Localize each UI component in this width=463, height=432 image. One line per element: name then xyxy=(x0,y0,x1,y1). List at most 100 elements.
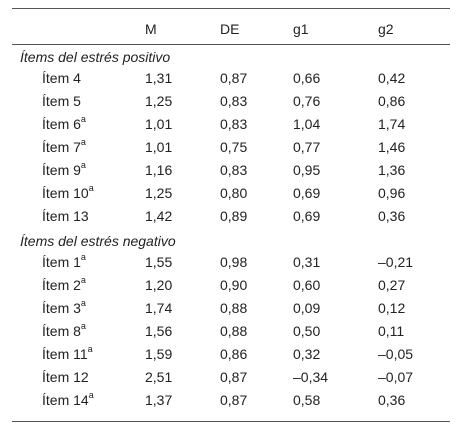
item-name: Ítem 5 xyxy=(42,93,81,109)
header-rule xyxy=(12,44,450,45)
footnote-mark: a xyxy=(80,252,86,263)
cell-value: –0,21 xyxy=(378,254,414,270)
cell-value: 0,36 xyxy=(378,208,406,224)
cell-value: 0,77 xyxy=(293,139,321,155)
item-label: Ítem 5 xyxy=(42,93,81,109)
item-name: Ítem 12 xyxy=(42,369,89,385)
cell-value: 1,25 xyxy=(145,93,173,109)
cell-value: 0,96 xyxy=(378,185,406,201)
item-name: Ítem 3 xyxy=(42,300,81,316)
item-label: Ítem 1a xyxy=(42,252,86,270)
cell-value: 0,89 xyxy=(220,208,248,224)
cell-value: 0,50 xyxy=(293,323,321,339)
cell-value: 0,98 xyxy=(220,254,248,270)
cell-value: 0,31 xyxy=(293,254,321,270)
cell-value: 0,86 xyxy=(378,93,406,109)
cell-value: 0,69 xyxy=(293,208,321,224)
item-label: Ítem 6a xyxy=(42,114,86,132)
item-label: Ítem 7a xyxy=(42,137,86,155)
item-name: Ítem 2 xyxy=(42,277,81,293)
cell-value: 0,42 xyxy=(378,70,406,86)
footnote-mark: a xyxy=(80,321,86,332)
item-name: Ítem 7 xyxy=(42,139,81,155)
cell-value: 0,87 xyxy=(220,392,248,408)
bottom-rule xyxy=(12,421,450,422)
item-label: Ítem 11a xyxy=(42,345,93,362)
footnote-mark: a xyxy=(88,390,94,401)
cell-value: –0,34 xyxy=(293,369,329,385)
item-name: Ítem 13 xyxy=(42,208,89,224)
item-label: Ítem 3a xyxy=(42,298,86,316)
cell-value: 0,88 xyxy=(220,300,248,316)
item-label: Ítem 13 xyxy=(42,208,89,224)
item-label: Ítem 10a xyxy=(42,183,94,201)
item-name: Ítem 10 xyxy=(42,185,89,201)
column-header: g1 xyxy=(293,21,309,37)
item-label: Ítem 12 xyxy=(42,369,89,385)
cell-value: 0,83 xyxy=(220,93,248,109)
cell-value: 0,32 xyxy=(293,346,321,362)
cell-value: 0,75 xyxy=(220,139,248,155)
cell-value: 0,58 xyxy=(293,392,321,408)
cell-value: –0,07 xyxy=(378,369,414,385)
cell-value: 1,46 xyxy=(378,139,406,155)
column-header: M xyxy=(145,21,157,37)
item-name: Ítem 4 xyxy=(42,70,81,86)
item-name: Ítem 6 xyxy=(42,116,81,132)
item-name: Ítem 11 xyxy=(42,346,88,362)
cell-value: 0,83 xyxy=(220,116,248,132)
footnote-mark: a xyxy=(88,183,94,194)
cell-value: 1,36 xyxy=(378,162,406,178)
cell-value: 0,11 xyxy=(378,323,405,339)
cell-value: 0,12 xyxy=(378,300,406,316)
cell-value: 0,90 xyxy=(220,277,248,293)
item-label: Ítem 9a xyxy=(42,160,86,178)
cell-value: 1,42 xyxy=(145,208,173,224)
cell-value: 0,76 xyxy=(293,93,321,109)
cell-value: 0,36 xyxy=(378,392,406,408)
cell-value: 0,95 xyxy=(293,162,321,178)
cell-value: 1,37 xyxy=(145,392,173,408)
cell-value: 1,31 xyxy=(145,70,173,86)
cell-value: 1,55 xyxy=(145,254,173,270)
cell-value: 2,51 xyxy=(145,369,173,385)
cell-value: 0,60 xyxy=(293,277,321,293)
footnote-mark: a xyxy=(80,160,86,171)
cell-value: 0,09 xyxy=(293,300,321,316)
cell-value: 0,69 xyxy=(293,185,321,201)
top-rule xyxy=(12,8,450,9)
cell-value: 0,83 xyxy=(220,162,248,178)
column-header: DE xyxy=(220,21,240,37)
cell-value: 1,20 xyxy=(145,277,173,293)
item-label: Ítem 2a xyxy=(42,276,86,293)
cell-value: 0,66 xyxy=(293,70,321,86)
cell-value: 1,56 xyxy=(145,323,173,339)
cell-value: 1,74 xyxy=(145,300,173,316)
cell-value: 0,87 xyxy=(220,369,248,385)
section-title: Ítems del estrés positivo xyxy=(20,49,171,65)
cell-value: 0,80 xyxy=(220,185,248,201)
cell-value: 0,86 xyxy=(220,346,248,362)
cell-value: 1,59 xyxy=(145,346,173,362)
cell-value: –0,05 xyxy=(378,346,414,362)
cell-value: 0,88 xyxy=(220,323,248,339)
item-name: Ítem 1 xyxy=(42,254,81,270)
cell-value: 0,27 xyxy=(378,277,406,293)
cell-value: 1,74 xyxy=(378,116,406,132)
cell-value: 1,01 xyxy=(145,116,173,132)
column-header: g2 xyxy=(378,21,394,37)
item-label: Ítem 4 xyxy=(42,70,81,86)
item-name: Ítem 14 xyxy=(42,392,89,408)
item-label: Ítem 8a xyxy=(42,321,86,339)
cell-value: 1,25 xyxy=(145,185,173,201)
footnote-mark: a xyxy=(80,137,86,148)
cell-value: 1,01 xyxy=(145,139,173,155)
item-name: Ítem 8 xyxy=(42,323,81,339)
item-name: Ítem 9 xyxy=(42,162,81,178)
item-label: Ítem 14a xyxy=(42,390,94,408)
cell-value: 1,04 xyxy=(293,116,321,132)
footnote-mark: a xyxy=(80,298,86,309)
section-title: Ítems del estrés negativo xyxy=(20,233,176,249)
footnote-mark: a xyxy=(80,114,86,125)
